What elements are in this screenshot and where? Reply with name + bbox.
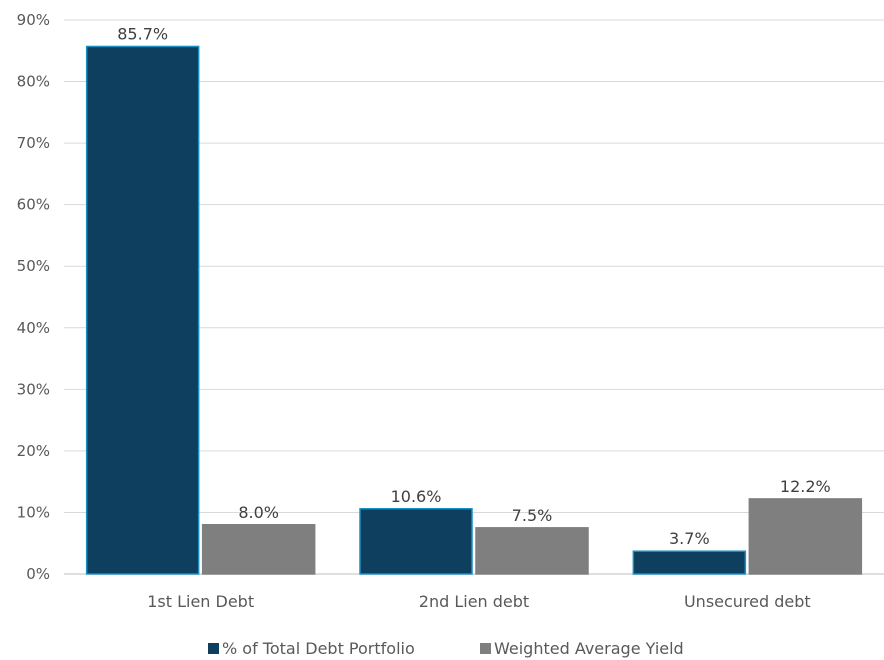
legend-swatch — [208, 643, 219, 654]
y-tick-label: 0% — [26, 565, 50, 583]
x-category-label: 2nd Lien debt — [419, 592, 529, 611]
y-tick-label: 10% — [17, 503, 50, 521]
legend-swatch — [480, 643, 491, 654]
data-label: 85.7% — [117, 24, 168, 43]
bar-yield — [475, 527, 589, 575]
y-axis-ticks: 0% 10% 20% 30% 40% 50% 60% 70% 80% 90% — [17, 11, 50, 583]
legend-label: % of Total Debt Portfolio — [222, 639, 415, 658]
bar-portfolio-share — [632, 550, 747, 575]
data-label: 8.0% — [238, 503, 279, 522]
legend: % of Total Debt Portfolio Weighted Averag… — [208, 639, 684, 658]
legend-label: Weighted Average Yield — [494, 639, 684, 658]
y-tick-label: 20% — [17, 442, 50, 460]
bar-yield — [748, 498, 863, 575]
x-category-label: Unsecured debt — [684, 592, 811, 611]
bars — [85, 45, 863, 575]
x-axis-categories: 1st Lien Debt 2nd Lien debt Unsecured debt — [147, 592, 810, 611]
y-tick-label: 60% — [17, 196, 50, 214]
bar-yield — [201, 524, 316, 575]
bar-portfolio-share — [85, 45, 200, 575]
data-label: 10.6% — [391, 487, 442, 506]
y-tick-label: 30% — [17, 380, 50, 398]
y-tick-label: 50% — [17, 257, 50, 275]
y-tick-label: 80% — [17, 73, 50, 91]
data-label: 12.2% — [780, 477, 831, 496]
y-tick-label: 40% — [17, 319, 50, 337]
y-tick-label: 90% — [17, 11, 50, 29]
data-label: 3.7% — [669, 529, 710, 548]
gridlines — [64, 19, 884, 575]
y-tick-label: 70% — [17, 134, 50, 152]
data-labels: 85.7% 8.0% 10.6% 7.5% 3.7% 12.2% — [117, 24, 830, 548]
x-category-label: 1st Lien Debt — [147, 592, 254, 611]
bar-portfolio-share — [359, 508, 473, 575]
data-label: 7.5% — [512, 506, 553, 525]
